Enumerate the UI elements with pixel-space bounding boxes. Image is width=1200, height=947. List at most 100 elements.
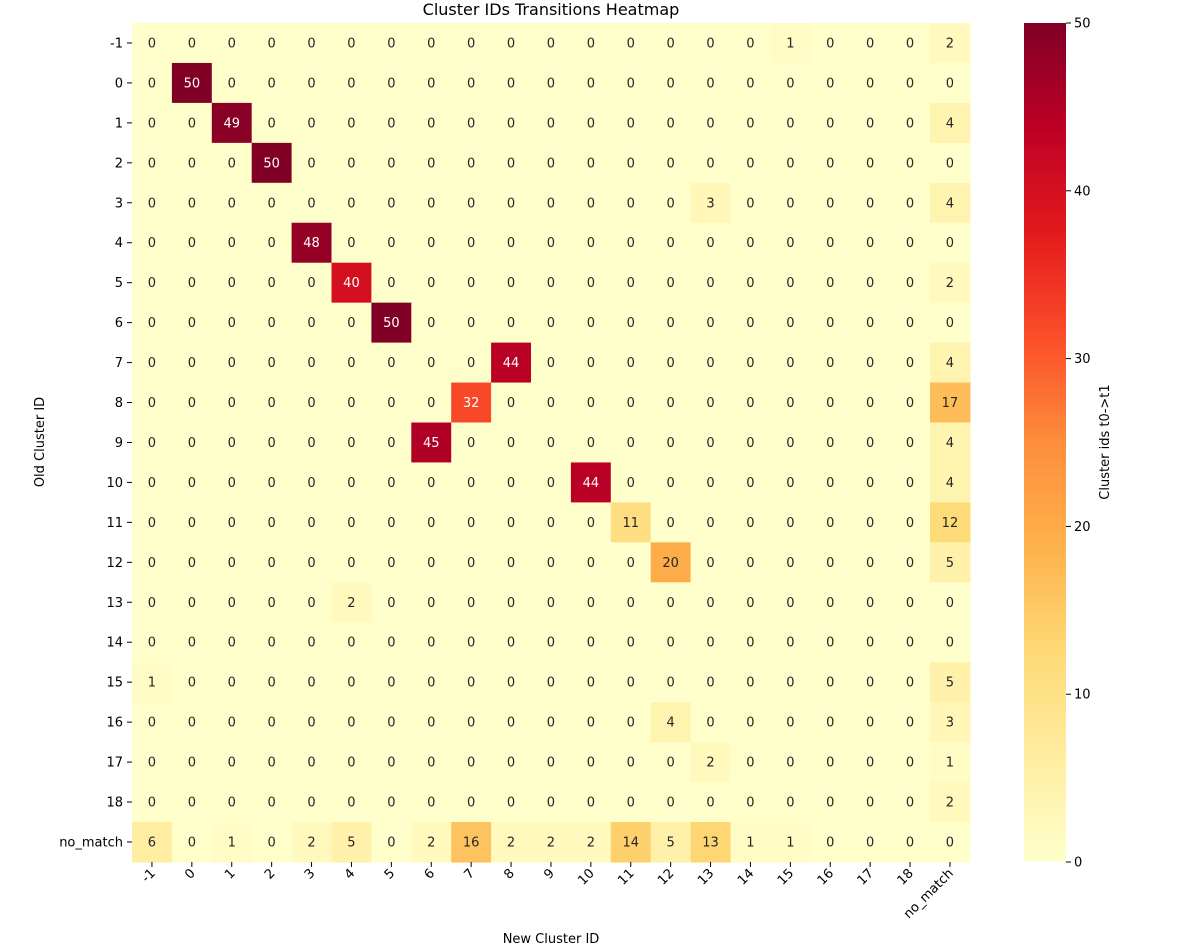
cell-value-label: 4 [946,436,954,451]
heatmap-cell [211,742,253,783]
cell-value-label: 0 [906,196,914,211]
cell-value-label: 0 [148,756,156,771]
cell-value-label: 0 [268,116,276,131]
heatmap-cell [730,742,771,783]
colorbar-tick-label: 0 [1074,856,1082,871]
cell-value-label: 5 [347,835,355,850]
heatmap-cell [930,822,971,863]
cell-value-label: 0 [746,196,754,211]
heatmap-cell [331,222,372,264]
cell-value-label: 0 [706,276,714,291]
heatmap-cell [132,502,173,543]
cell-value-label: 0 [746,756,754,771]
heatmap-cell [211,342,253,384]
cell-value-label: 0 [547,196,555,211]
x-tick-label: 7 [462,866,478,882]
cell-value-label: 0 [228,396,236,411]
heatmap-cell [690,582,732,623]
cell-value-label: 0 [188,676,196,691]
heatmap-cell [371,702,412,743]
heatmap-cell [531,622,572,663]
heatmap-cell [531,62,572,104]
cell-value-label: 0 [786,556,794,571]
cell-value-label: 16 [463,835,480,850]
cell-value-label: 0 [427,516,435,531]
heatmap-cell [132,422,173,464]
cell-value-label: 0 [307,116,315,131]
heatmap-cell [331,422,372,464]
heatmap-cell [930,422,971,464]
heatmap-cell [451,142,492,184]
heatmap-cell [690,102,732,144]
heatmap-cell [132,542,173,583]
heatmap-cell [371,462,412,503]
cell-value-label: 1 [228,835,236,850]
cell-value-label: 0 [547,36,555,51]
cell-value-label: 0 [627,596,635,611]
heatmap-cell [650,742,692,783]
heatmap-cell [650,62,692,104]
cell-value-label: 0 [307,156,315,171]
heatmap-cell [331,62,372,104]
cell-value-label: 0 [188,756,196,771]
heatmap-cell [371,822,412,863]
heatmap-cell [690,262,732,304]
cell-value-label: 0 [906,276,914,291]
cell-value-label: 0 [627,236,635,251]
heatmap-cell [491,342,532,384]
heatmap-cell [890,342,931,384]
cell-value-label: 0 [587,796,595,811]
cell-value-label: 0 [547,556,555,571]
cell-value-label: 0 [826,676,834,691]
heatmap-cell [690,622,732,663]
cell-value-label: 0 [148,356,156,371]
colorbar-tick-label: 20 [1074,520,1091,535]
cell-value-label: 0 [507,516,515,531]
cell-value-label: 0 [268,76,276,91]
cell-value-label: 0 [906,716,914,731]
heatmap-cell [291,222,333,264]
x-tick-label: 0 [182,866,198,882]
heatmap-cell [810,582,851,623]
y-tick-label: 2 [115,156,123,171]
heatmap-cell [810,102,851,144]
cell-value-label: 0 [188,116,196,131]
heatmap-cell [730,102,771,144]
heatmap-cell [890,222,931,264]
heatmap-cell [291,382,333,424]
cell-value-label: 0 [627,356,635,371]
cell-value-label: 0 [347,156,355,171]
cell-value-label: 0 [706,156,714,171]
colorbar-tick-label: 40 [1074,184,1091,199]
heatmap-cell [291,102,333,144]
heatmap-cell [531,302,572,344]
cell-value-label: 0 [826,156,834,171]
heatmap-cell [570,582,612,623]
cell-value-label: 0 [587,436,595,451]
heatmap-cell [371,302,412,344]
cell-value-label: 0 [268,835,276,850]
cell-value-label: 0 [347,436,355,451]
cell-value-label: 0 [587,756,595,771]
heatmap-cell [890,582,931,623]
cell-value-label: 0 [507,76,515,91]
heatmap-cell [171,462,213,503]
cell-value-label: 0 [547,276,555,291]
heatmap-cell [211,662,253,703]
heatmap-cell [411,142,452,184]
heatmap-cell [411,462,452,503]
heatmap-cell [930,542,971,583]
heatmap-cell [690,662,732,703]
heatmap-cell [531,662,572,703]
cell-value-label: 0 [746,156,754,171]
cell-value-label: 0 [906,835,914,850]
heatmap-cell [810,542,851,583]
cell-value-label: 0 [467,756,475,771]
cell-value-label: 0 [627,276,635,291]
heatmap-cell [411,422,452,464]
heatmap-cell [610,742,652,783]
heatmap-cell [650,462,692,503]
heatmap-cell [491,662,532,703]
cell-value-label: 0 [148,436,156,451]
cell-value-label: 0 [228,196,236,211]
